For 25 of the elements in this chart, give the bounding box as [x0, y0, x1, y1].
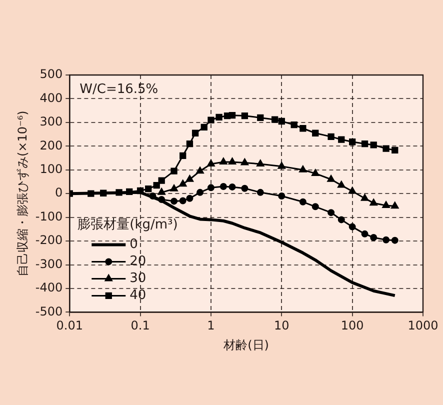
x-tick-label: 0.01	[56, 318, 83, 333]
annotation: W/C=16.5%	[80, 82, 158, 97]
y-tick-label: -500	[35, 304, 63, 318]
y-axis-title: 自己収縮・膨張ひずみ(×10⁻⁶)	[15, 110, 30, 277]
x-tick-label: 0.1	[130, 318, 150, 333]
y-tick-label: 300	[40, 114, 63, 129]
y-tick-label: 400	[40, 90, 63, 105]
legend-label: 40	[130, 288, 146, 304]
x-tick-label: 10	[274, 318, 290, 333]
legend-label: 30	[130, 271, 146, 286]
x-tick-label: 1000	[408, 318, 438, 333]
x-tick-label: 1	[207, 318, 215, 333]
x-axis-title: 材齢(日)	[222, 338, 270, 352]
y-tick-label: 100	[40, 162, 63, 176]
y-tick-label: 0	[54, 186, 63, 200]
y-tick-label: -400	[35, 280, 63, 295]
x-tick-label: 100	[340, 318, 364, 333]
y-tick-label: -100	[35, 209, 63, 224]
legend-label: 0	[130, 237, 138, 252]
y-tick-label: -300	[35, 256, 63, 271]
legend-title: 膨張材量(kg/m³)	[78, 218, 178, 233]
y-tick-label: -200	[35, 233, 63, 248]
legend-label: 20	[130, 254, 146, 270]
y-tick-label: 500	[40, 67, 63, 82]
y-tick-label: 200	[40, 138, 63, 152]
